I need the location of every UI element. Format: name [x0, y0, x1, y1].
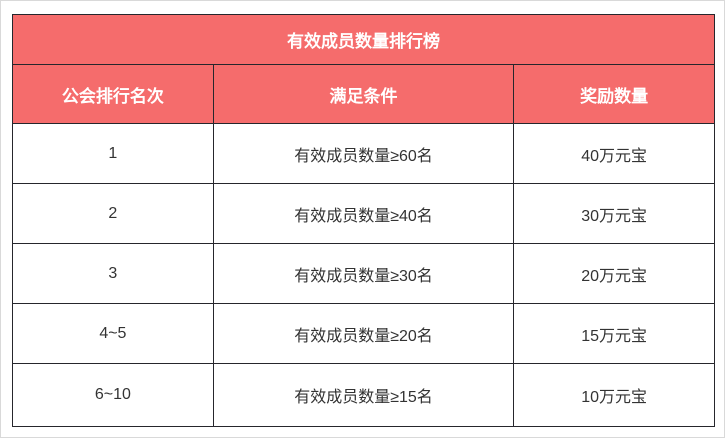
condition-cell: 有效成员数量≥15名 [212, 363, 515, 427]
ranking-table: 有效成员数量排行榜 公会排行名次 满足条件 奖励数量 1 有效成员数量≥60名 … [12, 14, 715, 427]
column-header-reward: 奖励数量 [513, 64, 715, 124]
reward-cell: 30万元宝 [513, 183, 715, 244]
condition-cell: 有效成员数量≥40名 [212, 183, 515, 244]
reward-cell: 15万元宝 [513, 303, 715, 364]
condition-cell: 有效成员数量≥60名 [212, 123, 515, 184]
table-row: 3 有效成员数量≥30名 20万元宝 [12, 243, 715, 304]
table-row: 6~10 有效成员数量≥15名 10万元宝 [12, 363, 715, 427]
rank-cell: 4~5 [12, 303, 214, 364]
condition-cell: 有效成员数量≥30名 [212, 243, 515, 304]
rank-cell: 2 [12, 183, 214, 244]
rank-cell: 6~10 [12, 363, 214, 427]
header-row: 公会排行名次 满足条件 奖励数量 [12, 64, 715, 124]
rank-cell: 1 [12, 123, 214, 184]
table-row: 4~5 有效成员数量≥20名 15万元宝 [12, 303, 715, 364]
rank-cell: 3 [12, 243, 214, 304]
reward-cell: 40万元宝 [513, 123, 715, 184]
column-header-rank: 公会排行名次 [12, 64, 214, 124]
reward-cell: 20万元宝 [513, 243, 715, 304]
column-header-condition: 满足条件 [212, 64, 515, 124]
table-row: 2 有效成员数量≥40名 30万元宝 [12, 183, 715, 244]
title-row: 有效成员数量排行榜 [12, 14, 715, 65]
table-row: 1 有效成员数量≥60名 40万元宝 [12, 123, 715, 184]
reward-cell: 10万元宝 [513, 363, 715, 427]
table-title: 有效成员数量排行榜 [12, 14, 715, 65]
condition-cell: 有效成员数量≥20名 [212, 303, 515, 364]
